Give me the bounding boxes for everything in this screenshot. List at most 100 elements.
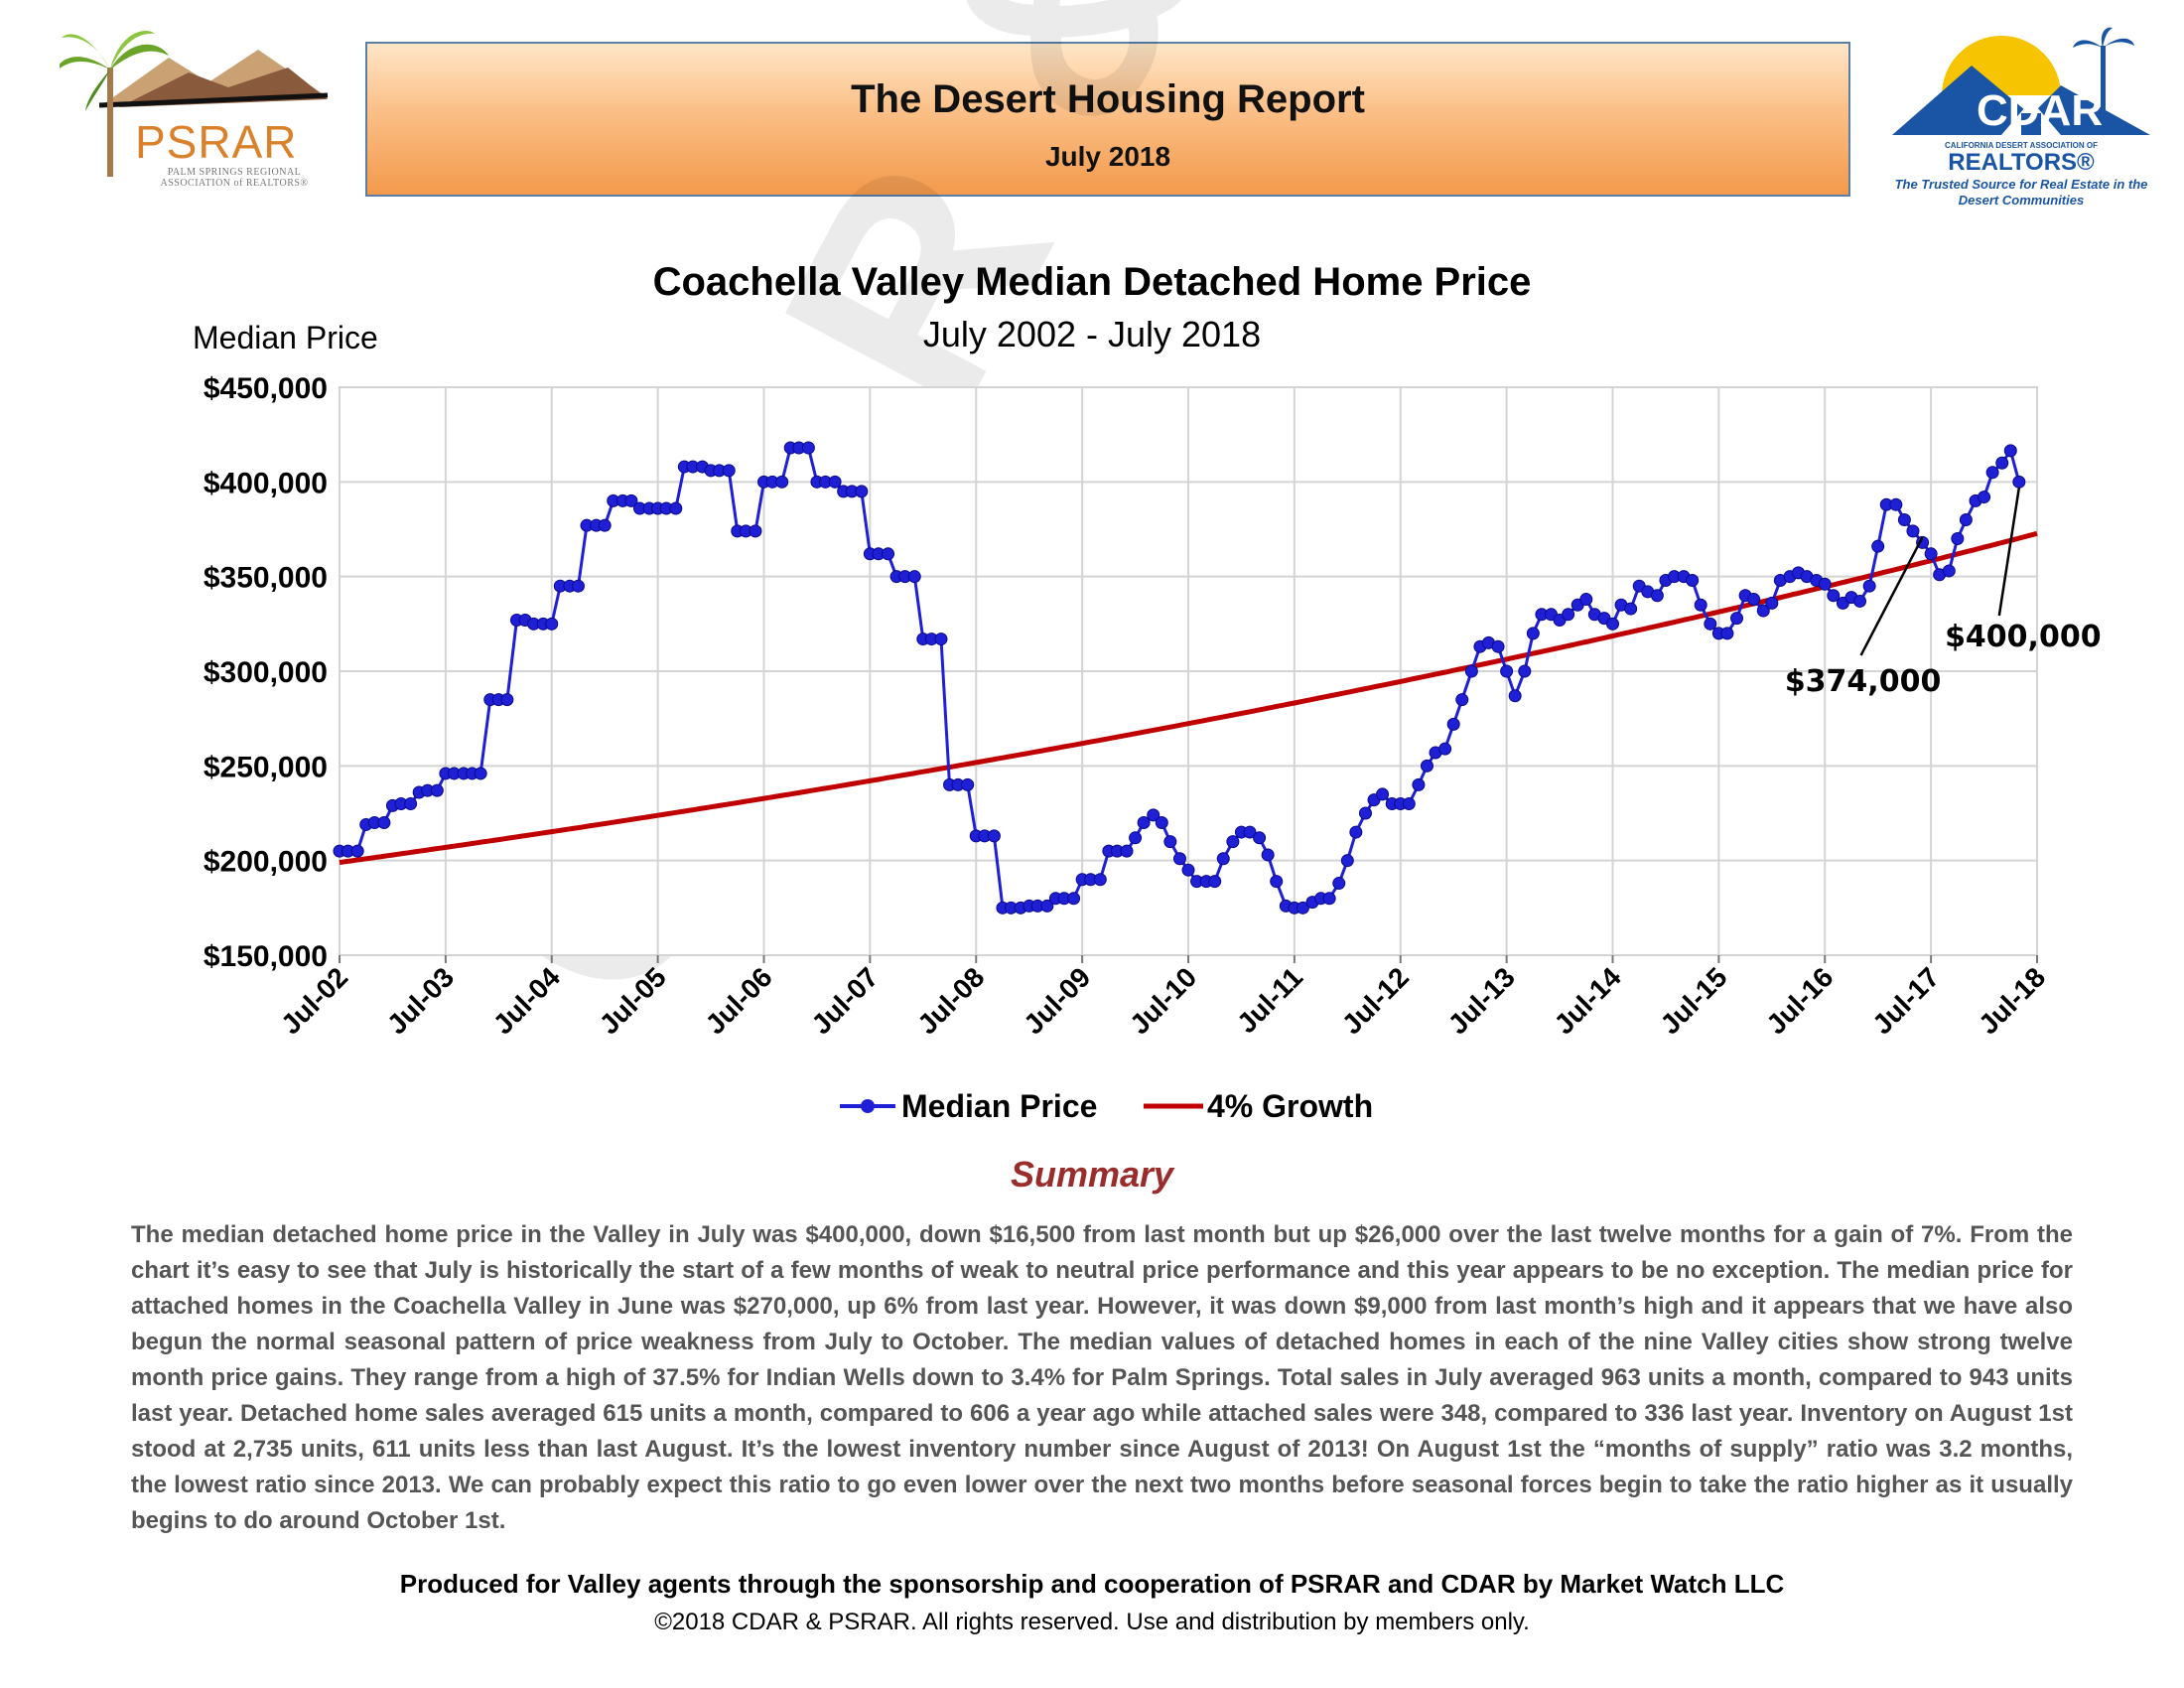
median-point xyxy=(1562,608,1575,622)
median-point xyxy=(1216,852,1230,866)
cdar-logo-realtors: REALTORS® xyxy=(1948,149,2095,176)
median-point xyxy=(500,693,514,707)
median-point xyxy=(1349,825,1363,839)
x-tick-label: Jul-05 xyxy=(594,961,672,1040)
x-tick-label: Jul-17 xyxy=(1866,961,1945,1040)
median-point xyxy=(1322,892,1336,906)
median-point xyxy=(1694,598,1707,612)
median-point xyxy=(1704,617,1717,631)
x-tick-label: Jul-08 xyxy=(911,961,990,1040)
median-point xyxy=(801,441,815,455)
median-point xyxy=(828,475,842,489)
median-point xyxy=(1853,594,1867,608)
median-point xyxy=(624,493,638,507)
median-point xyxy=(1446,717,1460,731)
median-point xyxy=(1995,456,2009,470)
median-point xyxy=(1500,664,1514,678)
median-point xyxy=(1040,899,1054,913)
median-point xyxy=(1253,831,1267,845)
x-tick-label: Jul-18 xyxy=(1973,961,2051,1040)
median-point xyxy=(1438,742,1452,756)
y-tick-label: $250,000 xyxy=(204,751,328,783)
median-point xyxy=(855,485,869,498)
median-point xyxy=(404,796,418,810)
median-point xyxy=(1924,547,1938,561)
median-point xyxy=(1412,777,1426,791)
median-point xyxy=(1067,892,1081,906)
y-tick-label: $350,000 xyxy=(204,562,328,595)
median-point xyxy=(1827,589,1841,603)
median-point xyxy=(1332,877,1346,891)
median-point xyxy=(1226,835,1240,849)
median-price-chart: $450,000 $400,000 $350,000 $300,000 $250,000… xyxy=(204,372,2102,1124)
y-tick-label: $450,000 xyxy=(204,372,328,405)
median-point xyxy=(1464,664,1478,678)
median-point xyxy=(1951,532,1965,546)
median-point xyxy=(545,617,559,631)
median-point xyxy=(1897,512,1911,526)
median-point xyxy=(1455,693,1469,707)
median-point xyxy=(1650,589,1664,603)
median-point xyxy=(1765,596,1779,610)
summary-text: The median detached home price in the Va… xyxy=(131,1221,2073,1534)
median-point xyxy=(1942,564,1956,578)
median-point xyxy=(1093,873,1107,887)
median-point xyxy=(934,633,948,646)
median-point xyxy=(1730,612,1744,626)
chart-legend: Median Price 4% Growth xyxy=(840,1088,1373,1124)
cdar-logo: CDAR CALIFORNIA DESERT ASSOCIATION OF RE… xyxy=(1882,26,2160,214)
median-point xyxy=(1491,639,1505,653)
psrar-logo-subtitle: PALM SPRINGS REGIONAL ASSOCIATION of REA… xyxy=(160,167,309,189)
x-tick-label: Jul-03 xyxy=(381,961,460,1040)
median-point xyxy=(1155,816,1168,830)
median-point xyxy=(1579,593,1593,607)
y-tick-label: $300,000 xyxy=(204,656,328,689)
legend-median-marker xyxy=(861,1099,875,1113)
x-tick-label: Jul-09 xyxy=(1018,961,1096,1040)
annotation-leader xyxy=(1859,536,1924,656)
x-tick-label: Jul-16 xyxy=(1760,961,1839,1040)
median-point xyxy=(1402,796,1416,810)
footer-copyright: ©2018 CDAR & PSRAR. All rights reserved.… xyxy=(654,1609,1530,1635)
median-point xyxy=(749,524,762,538)
x-tick-label: Jul-13 xyxy=(1442,961,1521,1040)
median-point xyxy=(1376,787,1390,801)
median-point xyxy=(1756,604,1770,618)
median-point xyxy=(1518,664,1532,678)
y-tick-label: $200,000 xyxy=(204,846,328,879)
annotation-label: $374,000 xyxy=(1785,664,1942,699)
median-point xyxy=(1120,844,1134,858)
median-point xyxy=(775,475,789,489)
y-axis-label: Median Price xyxy=(193,320,378,355)
median-point xyxy=(1147,808,1160,822)
median-point xyxy=(571,579,585,593)
x-tick-label: Jul-07 xyxy=(805,961,884,1040)
legend-growth-label: 4% Growth xyxy=(1207,1088,1373,1124)
median-point xyxy=(1959,512,1973,526)
annotation-label: $400,000 xyxy=(1945,620,2102,654)
median-point xyxy=(474,767,487,780)
median-point xyxy=(1624,602,1638,616)
annotation-leader xyxy=(1997,488,2021,617)
median-point xyxy=(882,547,895,561)
median-point xyxy=(2012,475,2026,489)
report-date: July 2018 xyxy=(1044,141,1171,172)
report-title: The Desert Housing Report xyxy=(851,77,1365,121)
median-point xyxy=(1261,848,1275,862)
x-tick-label: Jul-06 xyxy=(700,961,778,1040)
chart-grid xyxy=(339,386,2038,963)
median-point xyxy=(669,501,683,515)
report-banner: The Desert Housing Report July 2018 xyxy=(365,42,1850,197)
median-point xyxy=(1358,806,1372,820)
footer-credit: Produced for Valley agents through the s… xyxy=(399,1569,1785,1599)
median-point xyxy=(350,844,364,858)
median-point xyxy=(1871,539,1885,553)
median-point xyxy=(1747,593,1761,607)
median-point xyxy=(1508,689,1522,703)
median-point xyxy=(1172,852,1186,866)
median-point xyxy=(1420,759,1433,773)
median-point xyxy=(1137,816,1151,830)
median-point xyxy=(1978,491,1991,504)
x-tick-label: Jul-11 xyxy=(1231,961,1308,1039)
house-palm-logo-icon: CDAR xyxy=(1892,27,2150,135)
